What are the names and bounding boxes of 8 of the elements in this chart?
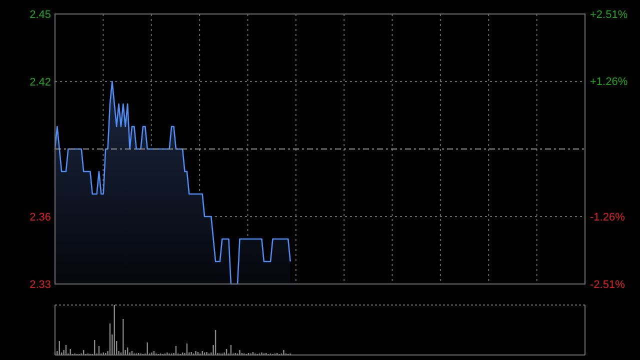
- y-tick-label: 2.36: [30, 211, 51, 224]
- y-tick-label: 2.45: [30, 8, 51, 21]
- y2-tick-label: +2.51%: [590, 8, 628, 21]
- y-tick-label: 2.42: [30, 76, 51, 88]
- y2-tick-label: +1.26%: [590, 76, 628, 88]
- y2-tick-label: -2.51%: [590, 278, 626, 291]
- y-tick-label: 2.33: [30, 278, 51, 291]
- y2-tick-label: -1.26%: [590, 212, 626, 224]
